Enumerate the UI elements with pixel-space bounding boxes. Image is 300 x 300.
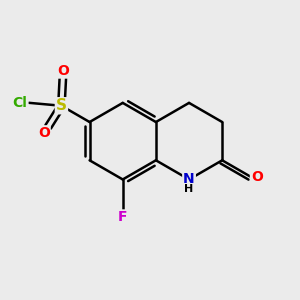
Text: O: O [38,126,50,140]
Text: H: H [184,184,194,194]
Text: F: F [118,210,128,224]
Text: O: O [57,64,69,78]
Text: S: S [56,98,67,113]
Text: N: N [183,172,195,186]
Text: O: O [251,169,263,184]
Text: Cl: Cl [13,96,28,110]
